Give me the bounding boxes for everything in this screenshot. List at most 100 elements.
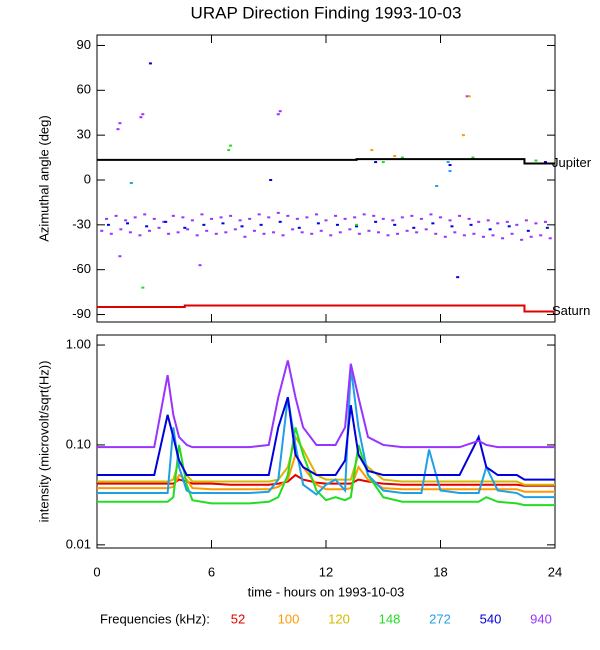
point (229, 144, 233, 147)
point (534, 222, 538, 225)
point (488, 228, 492, 231)
point (477, 220, 481, 223)
point (148, 62, 152, 65)
point (453, 231, 457, 234)
point (297, 226, 301, 229)
point (338, 231, 342, 234)
point (200, 213, 204, 216)
point (157, 226, 161, 229)
point (133, 216, 137, 219)
point (329, 234, 333, 237)
point (496, 222, 500, 225)
point (118, 122, 122, 125)
y-tick-label: 30 (77, 127, 91, 142)
point (291, 228, 295, 231)
point (507, 225, 511, 228)
point (162, 220, 166, 223)
y-tick-label: 0.01 (66, 536, 91, 551)
point (141, 286, 145, 289)
point (534, 159, 538, 162)
point (116, 128, 120, 131)
point (405, 229, 409, 232)
point (450, 225, 454, 228)
intensity-line (97, 452, 555, 493)
point (458, 214, 462, 217)
point (119, 228, 123, 231)
point (412, 226, 416, 229)
point (124, 219, 128, 222)
point (267, 216, 271, 219)
point (205, 229, 209, 232)
point (233, 228, 237, 231)
point (219, 216, 223, 219)
point (393, 223, 397, 226)
x-tick-label: 12 (319, 564, 333, 579)
point (164, 220, 168, 223)
point (229, 214, 233, 217)
point (319, 229, 323, 232)
point (334, 214, 338, 217)
point (286, 214, 290, 217)
point (276, 211, 280, 214)
step-line (97, 158, 555, 165)
x-tick-label: 24 (548, 564, 562, 579)
point (100, 229, 104, 232)
line-label: Saturn (552, 303, 590, 318)
point (391, 219, 395, 222)
point (400, 156, 404, 159)
chart-title: URAP Direction Finding 1993-10-03 (191, 3, 462, 22)
point (374, 161, 378, 164)
line-label: Jupiter (552, 155, 592, 170)
point (355, 225, 359, 228)
point (520, 238, 524, 241)
x-tick-label: 6 (208, 564, 215, 579)
x-tick-label: 0 (93, 564, 100, 579)
point (176, 231, 180, 234)
point (281, 234, 285, 237)
point (335, 223, 339, 226)
point (252, 229, 256, 232)
point (126, 222, 130, 225)
point (448, 170, 452, 173)
point (501, 237, 505, 240)
y-tick-label: 90 (77, 37, 91, 52)
point (278, 220, 282, 223)
point (448, 164, 452, 167)
plot-frame (96, 34, 556, 323)
point (181, 216, 185, 219)
point (143, 213, 147, 216)
point (195, 234, 199, 237)
point (419, 217, 423, 220)
point (259, 223, 263, 226)
point (183, 226, 187, 229)
point (198, 264, 202, 267)
legend-title: Frequencies (kHz): (100, 611, 210, 626)
point (367, 229, 371, 232)
point (128, 231, 132, 234)
point (353, 216, 357, 219)
point (467, 217, 471, 220)
point (106, 223, 110, 226)
point (543, 220, 547, 223)
point (324, 219, 328, 222)
y-tick-label: 0.10 (66, 436, 91, 451)
point (467, 95, 471, 98)
point (429, 213, 433, 216)
point (374, 220, 378, 223)
point (269, 178, 273, 181)
point (465, 95, 469, 98)
point (343, 217, 347, 220)
point (372, 214, 376, 217)
legend-entry: 940 (530, 611, 552, 626)
legend-entry: 52 (231, 611, 245, 626)
point (186, 228, 190, 231)
legend-entry: 120 (328, 611, 350, 626)
point (376, 231, 380, 234)
intensity-line (97, 367, 555, 499)
point (190, 219, 194, 222)
point (355, 223, 359, 226)
point (167, 232, 171, 235)
point (381, 217, 385, 220)
point (362, 213, 366, 216)
